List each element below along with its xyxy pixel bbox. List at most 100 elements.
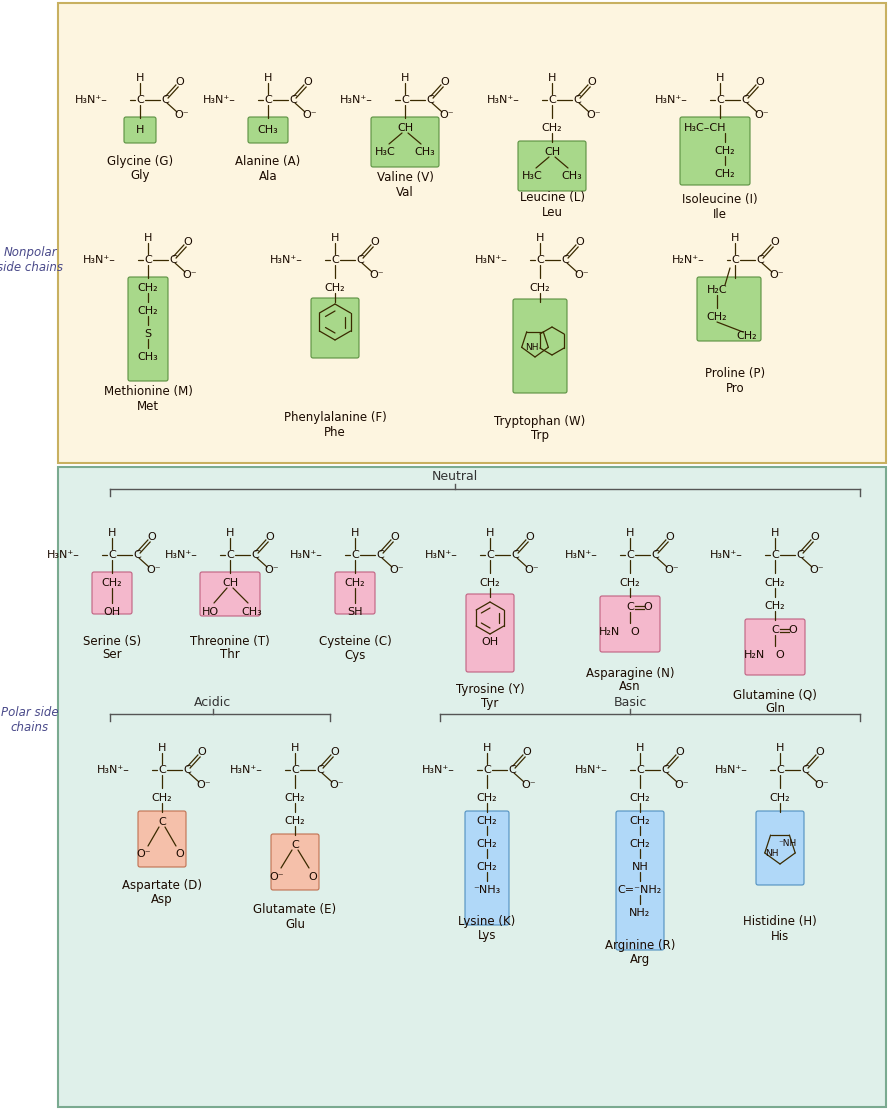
FancyBboxPatch shape [697, 278, 761, 341]
Text: C=⁻NH₂: C=⁻NH₂ [618, 885, 662, 895]
Text: SH: SH [348, 607, 363, 617]
Text: CH₃: CH₃ [562, 171, 582, 181]
Text: O⁻: O⁻ [147, 565, 161, 575]
Text: Gly: Gly [131, 170, 149, 182]
Text: O: O [331, 747, 340, 757]
Text: CH₂: CH₂ [477, 862, 497, 872]
Text: Acidic: Acidic [195, 696, 232, 708]
Text: H: H [226, 528, 234, 538]
Text: H₃N⁺–: H₃N⁺– [425, 549, 458, 561]
Text: C: C [626, 549, 634, 561]
Text: H₃C–CH: H₃C–CH [684, 123, 726, 133]
Text: ⁻NH: ⁻NH [779, 839, 797, 848]
Text: O⁻: O⁻ [755, 110, 769, 120]
Text: C: C [144, 255, 152, 265]
Text: O: O [176, 849, 184, 859]
Text: C: C [771, 625, 779, 635]
Text: CH₂: CH₂ [138, 306, 158, 316]
Text: C: C [183, 765, 191, 775]
Text: Lys: Lys [477, 929, 496, 942]
Text: Nonpolar
side chains: Nonpolar side chains [0, 246, 63, 274]
Text: Tryptophan (W): Tryptophan (W) [494, 415, 586, 428]
Text: C: C [291, 765, 299, 775]
Text: O⁻: O⁻ [574, 270, 589, 280]
Text: H: H [144, 233, 152, 243]
Text: O⁻: O⁻ [265, 565, 279, 575]
Text: O: O [588, 77, 597, 87]
Text: Histidine (H): Histidine (H) [743, 916, 817, 928]
Text: C: C [108, 549, 116, 561]
Text: O: O [197, 747, 206, 757]
Text: CH₂: CH₂ [152, 793, 172, 803]
Text: C: C [133, 549, 140, 561]
Text: C: C [637, 765, 644, 775]
Text: O: O [371, 238, 380, 248]
Text: Asp: Asp [151, 894, 172, 907]
Text: CH₂: CH₂ [629, 839, 651, 849]
FancyBboxPatch shape [335, 572, 375, 614]
Text: H₃N⁺–: H₃N⁺– [575, 765, 608, 775]
FancyBboxPatch shape [518, 141, 586, 191]
Text: Arg: Arg [630, 952, 650, 966]
Text: C: C [573, 95, 581, 105]
Text: O⁻: O⁻ [174, 110, 189, 120]
Text: Tyrosine (Y): Tyrosine (Y) [456, 684, 525, 696]
Text: C: C [483, 765, 491, 775]
Text: ⁻NH₃: ⁻NH₃ [473, 885, 501, 895]
Text: CH₂: CH₂ [101, 578, 123, 588]
Text: C: C [426, 95, 434, 105]
Text: H₃N⁺–: H₃N⁺– [422, 765, 455, 775]
Text: C: C [331, 255, 339, 265]
Text: C: C [316, 765, 324, 775]
FancyBboxPatch shape [138, 811, 186, 867]
Text: C: C [161, 95, 169, 105]
Text: O⁻: O⁻ [810, 565, 824, 575]
FancyBboxPatch shape [616, 811, 664, 950]
FancyBboxPatch shape [128, 278, 168, 381]
Text: OH: OH [482, 637, 499, 647]
Text: O: O [148, 532, 156, 542]
Text: O⁻: O⁻ [302, 110, 317, 120]
Text: C: C [731, 255, 739, 265]
Text: Alanine (A): Alanine (A) [236, 155, 300, 169]
Text: CH: CH [396, 123, 413, 133]
Text: O: O [630, 627, 639, 637]
Text: C: C [561, 255, 569, 265]
Text: Pro: Pro [725, 382, 744, 394]
Text: O⁻: O⁻ [440, 110, 454, 120]
Text: H₃N⁺–: H₃N⁺– [84, 255, 116, 265]
Text: C: C [511, 549, 519, 561]
Text: CH₂: CH₂ [284, 793, 305, 803]
Text: CH₂: CH₂ [770, 793, 790, 803]
Text: CH₂: CH₂ [737, 331, 757, 341]
Text: C: C [291, 840, 299, 850]
Text: Met: Met [137, 400, 159, 413]
Text: C: C [351, 549, 359, 561]
FancyBboxPatch shape [271, 834, 319, 890]
Text: Gln: Gln [765, 703, 785, 716]
Text: Phe: Phe [324, 425, 346, 438]
Text: O⁻: O⁻ [269, 872, 284, 882]
FancyBboxPatch shape [513, 299, 567, 393]
Text: Asn: Asn [619, 680, 641, 694]
FancyBboxPatch shape [92, 572, 132, 614]
Text: C: C [401, 95, 409, 105]
Text: H: H [401, 73, 409, 83]
Text: H₃N⁺–: H₃N⁺– [290, 549, 323, 561]
FancyBboxPatch shape [466, 594, 514, 672]
Text: O: O [771, 238, 780, 248]
Text: His: His [771, 929, 789, 942]
Text: Phenylalanine (F): Phenylalanine (F) [284, 412, 387, 424]
Text: H₃N⁺–: H₃N⁺– [47, 549, 80, 561]
Text: O: O [525, 532, 534, 542]
Text: NH₂: NH₂ [629, 908, 651, 918]
Text: CH₂: CH₂ [541, 123, 563, 133]
Text: H₃N⁺–: H₃N⁺– [97, 765, 130, 775]
FancyBboxPatch shape [248, 117, 288, 143]
Text: O: O [184, 238, 192, 248]
Text: H: H [716, 73, 725, 83]
FancyBboxPatch shape [124, 117, 156, 143]
Text: H₃N⁺–: H₃N⁺– [203, 95, 236, 105]
Text: Glu: Glu [285, 918, 305, 930]
Text: Aspartate (D): Aspartate (D) [122, 879, 202, 892]
